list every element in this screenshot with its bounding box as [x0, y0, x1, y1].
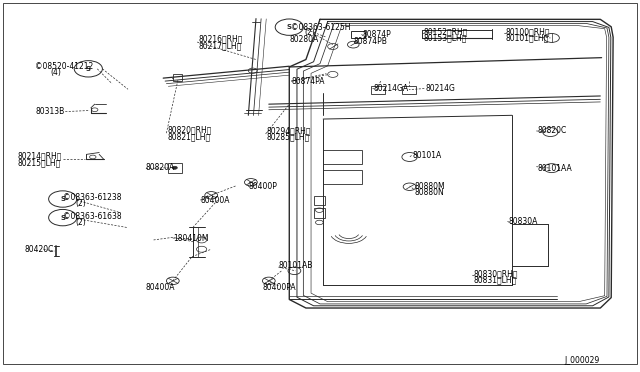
Text: S: S	[60, 196, 65, 202]
Text: 80100〈RH〉: 80100〈RH〉	[506, 27, 550, 36]
Text: 80400PA: 80400PA	[262, 283, 296, 292]
Text: 80280A: 80280A	[290, 35, 319, 44]
Text: (4): (4)	[50, 68, 61, 77]
Bar	[402, 86, 416, 94]
Text: 80820A: 80820A	[146, 163, 175, 172]
Text: 80874P: 80874P	[363, 30, 392, 39]
Text: (2): (2)	[76, 199, 86, 208]
Text: 80214GA: 80214GA	[373, 84, 408, 93]
Text: 80214〈RH〉: 80214〈RH〉	[18, 152, 62, 161]
Text: 80880N: 80880N	[415, 188, 444, 197]
Text: 80820C: 80820C	[538, 126, 567, 135]
Text: 80830〈RH〉: 80830〈RH〉	[474, 269, 518, 278]
Bar	[351, 31, 365, 38]
Text: 80831〈LH〉: 80831〈LH〉	[474, 275, 517, 284]
Text: 180410M: 180410M	[173, 234, 208, 243]
Text: 80215〈LH〉: 80215〈LH〉	[18, 158, 61, 167]
Text: 80153〈LH〉: 80153〈LH〉	[424, 33, 467, 42]
Text: S: S	[86, 66, 91, 72]
Text: 80830A: 80830A	[509, 217, 538, 226]
Bar	[314, 208, 325, 218]
Text: ©08363-6125H: ©08363-6125H	[291, 23, 351, 32]
Text: J_000029: J_000029	[564, 356, 600, 365]
Text: 80285〈LH〉: 80285〈LH〉	[266, 133, 310, 142]
Text: 80874PB: 80874PB	[354, 37, 388, 46]
Text: ©08520-41212: ©08520-41212	[35, 62, 93, 71]
Text: 80152〈RH〉: 80152〈RH〉	[424, 27, 468, 36]
Text: 80101AA: 80101AA	[538, 164, 572, 173]
Text: 80820〈RH〉: 80820〈RH〉	[168, 126, 212, 135]
Text: 80294〈RH〉: 80294〈RH〉	[266, 126, 311, 135]
Text: 80400A: 80400A	[146, 283, 175, 292]
Circle shape	[172, 166, 177, 169]
Text: S: S	[60, 215, 65, 221]
Text: 80101A: 80101A	[413, 151, 442, 160]
Text: 80217〈LH〉: 80217〈LH〉	[198, 41, 242, 50]
Text: 80874PA: 80874PA	[291, 77, 324, 86]
Bar	[323, 170, 362, 184]
Text: 80101AB: 80101AB	[278, 262, 313, 270]
Text: (2): (2)	[76, 218, 86, 227]
Text: (2): (2)	[305, 28, 316, 37]
Text: 80400P: 80400P	[248, 182, 277, 191]
Text: ©08363-61238: ©08363-61238	[63, 193, 121, 202]
Bar	[173, 74, 182, 81]
Bar	[371, 86, 385, 94]
Text: 80101〈LH〉: 80101〈LH〉	[506, 33, 549, 42]
Bar	[323, 150, 362, 164]
Text: 80420C: 80420C	[24, 245, 54, 254]
Text: S: S	[287, 24, 292, 30]
Text: ©08363-61638: ©08363-61638	[63, 212, 122, 221]
Text: 80880M: 80880M	[415, 182, 445, 191]
Text: 80400A: 80400A	[200, 196, 230, 205]
Text: 80216〈RH〉: 80216〈RH〉	[198, 35, 243, 44]
Bar	[168, 163, 182, 173]
Text: 80821〈LH〉: 80821〈LH〉	[168, 132, 211, 141]
Bar	[314, 196, 325, 205]
Text: 80313B: 80313B	[35, 107, 65, 116]
Text: 80214G: 80214G	[426, 84, 456, 93]
